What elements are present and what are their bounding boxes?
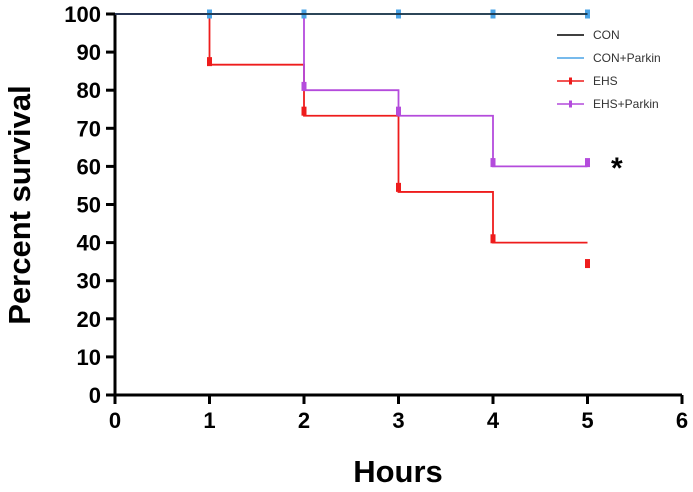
y-tick-label: 0 [89,383,101,408]
legend-label: CON [593,28,620,42]
censor-mark [301,81,307,91]
censor-mark [490,158,496,168]
significance-annotation: * [611,152,623,185]
censor-mark [490,234,496,244]
censor-mark [207,57,212,67]
y-axis-title: Percent survival [2,85,37,325]
y-tick-label: 50 [77,193,101,218]
x-tick-label: 2 [298,408,310,433]
legend-label: EHS [593,74,618,88]
x-tick-label: 6 [676,408,688,433]
y-tick-label: 90 [77,40,101,65]
y-tick-label: 10 [77,345,101,370]
x-tick-label: 4 [487,408,500,433]
y-tick-label: 70 [77,116,101,141]
y-tick-label: 30 [77,269,101,294]
series-lines [115,9,590,269]
x-tick-label: 0 [109,408,121,433]
y-tick-label: 80 [77,78,101,103]
censor-mark [585,158,590,168]
y-tick-label: 40 [77,231,101,256]
censor-mark [396,106,401,116]
legend-swatch-mark [569,77,572,85]
censor-mark [301,106,307,116]
x-tick-label: 1 [203,408,215,433]
series-line-ehs [115,13,588,244]
y-tick-label: 100 [64,2,101,27]
x-tick-label: 3 [392,408,404,433]
legend: CON CON+Parkin EHS EHS+Parkin [557,28,661,111]
series-line-ehs-parkin [115,13,588,168]
legend-label: EHS+Parkin [593,97,659,111]
tick-labels: 0 10 20 30 40 50 60 70 80 90 100 0 1 2 3 4 5 6 [64,2,688,433]
axes [106,12,684,404]
legend-label: CON+Parkin [593,51,661,65]
censor-mark [585,259,590,269]
y-tick-label: 20 [77,307,101,332]
y-tick-label: 60 [77,154,101,179]
x-tick-label: 5 [581,408,593,433]
x-axis-title: Hours [353,454,443,489]
legend-swatch-mark [569,100,572,108]
censor-mark [396,182,401,192]
